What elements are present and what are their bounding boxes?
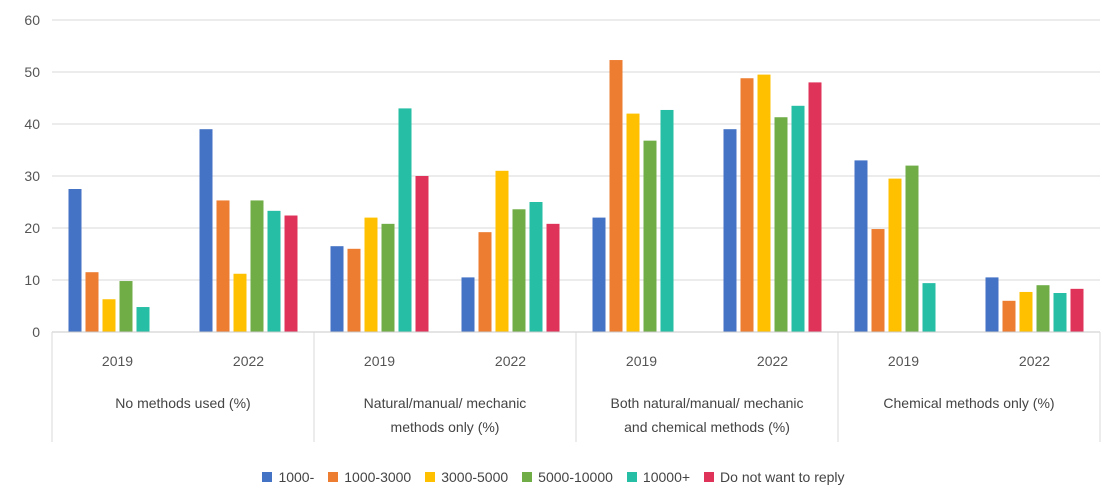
y-tick-label: 50: [24, 64, 40, 80]
legend-item: Do not want to reply: [704, 469, 845, 485]
bar: [1036, 285, 1050, 332]
category-label: and chemical methods (%): [624, 419, 790, 435]
bar: [609, 60, 623, 332]
bar: [1053, 293, 1067, 332]
category-label: Chemical methods only (%): [883, 395, 1054, 411]
bar: [199, 129, 213, 332]
bar: [102, 299, 116, 332]
legend-label: 3000-5000: [441, 469, 509, 485]
category-label: methods only (%): [391, 419, 500, 435]
x-tick-label: 2019: [364, 353, 395, 369]
legend-swatch: [425, 472, 436, 482]
y-tick-label: 20: [24, 220, 40, 236]
bar: [888, 178, 902, 332]
bar: [68, 189, 82, 332]
legend-item: 10000+: [626, 469, 691, 485]
y-tick-label: 60: [24, 12, 40, 28]
legend-label: 10000+: [642, 469, 691, 485]
bar: [626, 113, 640, 332]
legend-item: 3000-5000: [425, 469, 508, 485]
bar: [871, 229, 885, 332]
bar: [85, 272, 99, 332]
bars: [68, 60, 1084, 333]
bar: [791, 105, 805, 332]
bar: [774, 117, 788, 333]
y-tick-label: 40: [24, 116, 40, 132]
bar: [250, 200, 264, 332]
bar: [854, 160, 868, 332]
y-tick-label: 30: [24, 168, 40, 184]
bar: [985, 277, 999, 332]
bar: [415, 176, 429, 332]
x-tick-label: 2022: [495, 353, 526, 369]
bar: [546, 223, 560, 332]
bar: [643, 140, 657, 332]
x-tick-label: 2022: [757, 353, 788, 369]
bar: [512, 209, 526, 332]
bar: [922, 283, 936, 332]
legend-label: Do not want to reply: [720, 469, 845, 485]
legend-label: 5000-10000: [538, 469, 613, 485]
legend-label: 1000-: [278, 469, 315, 485]
legend-swatch: [704, 472, 715, 482]
legend-swatch: [626, 472, 637, 482]
bar: [660, 109, 674, 333]
y-tick-label: 0: [32, 324, 40, 340]
bar: [267, 210, 281, 332]
legend-item: 1000-: [262, 469, 314, 485]
legend-swatch: [262, 472, 273, 482]
bar: [495, 170, 509, 332]
x-axis-labels: 2019 2022 No methods used (%) 2019 2022 Natur…: [102, 353, 1055, 435]
legend-label: 1000-3000: [344, 469, 412, 485]
bar: [347, 248, 361, 332]
bar: [330, 246, 344, 332]
bar: [1019, 291, 1033, 332]
x-tick-label: 2019: [102, 353, 133, 369]
x-tick-label: 2022: [1019, 353, 1050, 369]
category-label: No methods used (%): [115, 395, 250, 411]
category-label: Natural/manual/ mechanic: [364, 395, 527, 411]
legend-swatch: [522, 472, 533, 482]
bar: [364, 217, 378, 332]
x-axis: [51, 331, 1101, 442]
x-tick-label: 2019: [626, 353, 657, 369]
bar: [119, 281, 133, 332]
legend-item: 1000-3000: [328, 469, 411, 485]
y-axis-ticks: 0 10 20 30 40 50 60: [24, 12, 40, 340]
y-tick-label: 10: [24, 272, 40, 288]
bar: [529, 202, 543, 332]
bar: [740, 78, 754, 333]
bar: [381, 223, 395, 332]
bar: [398, 108, 412, 333]
legend: 1000- 1000-3000 3000-5000 5000-10000 10000+ D…: [0, 466, 1107, 488]
legend-swatch: [328, 472, 339, 482]
bar: [284, 215, 298, 332]
bar: [905, 165, 919, 332]
bar: [461, 277, 475, 332]
bar: [478, 232, 492, 332]
bar: [723, 129, 737, 332]
bar: [1070, 288, 1084, 332]
bar: [592, 217, 606, 332]
bar: [216, 200, 230, 332]
bar: [136, 307, 150, 332]
legend-item: 5000-10000: [522, 469, 613, 485]
bar: [1002, 300, 1016, 332]
x-tick-label: 2019: [888, 353, 919, 369]
category-label: Both natural/manual/ mechanic: [611, 395, 804, 411]
bar: [808, 82, 822, 333]
bar: [233, 273, 247, 332]
bar: [757, 74, 771, 332]
x-tick-label: 2022: [233, 353, 264, 369]
